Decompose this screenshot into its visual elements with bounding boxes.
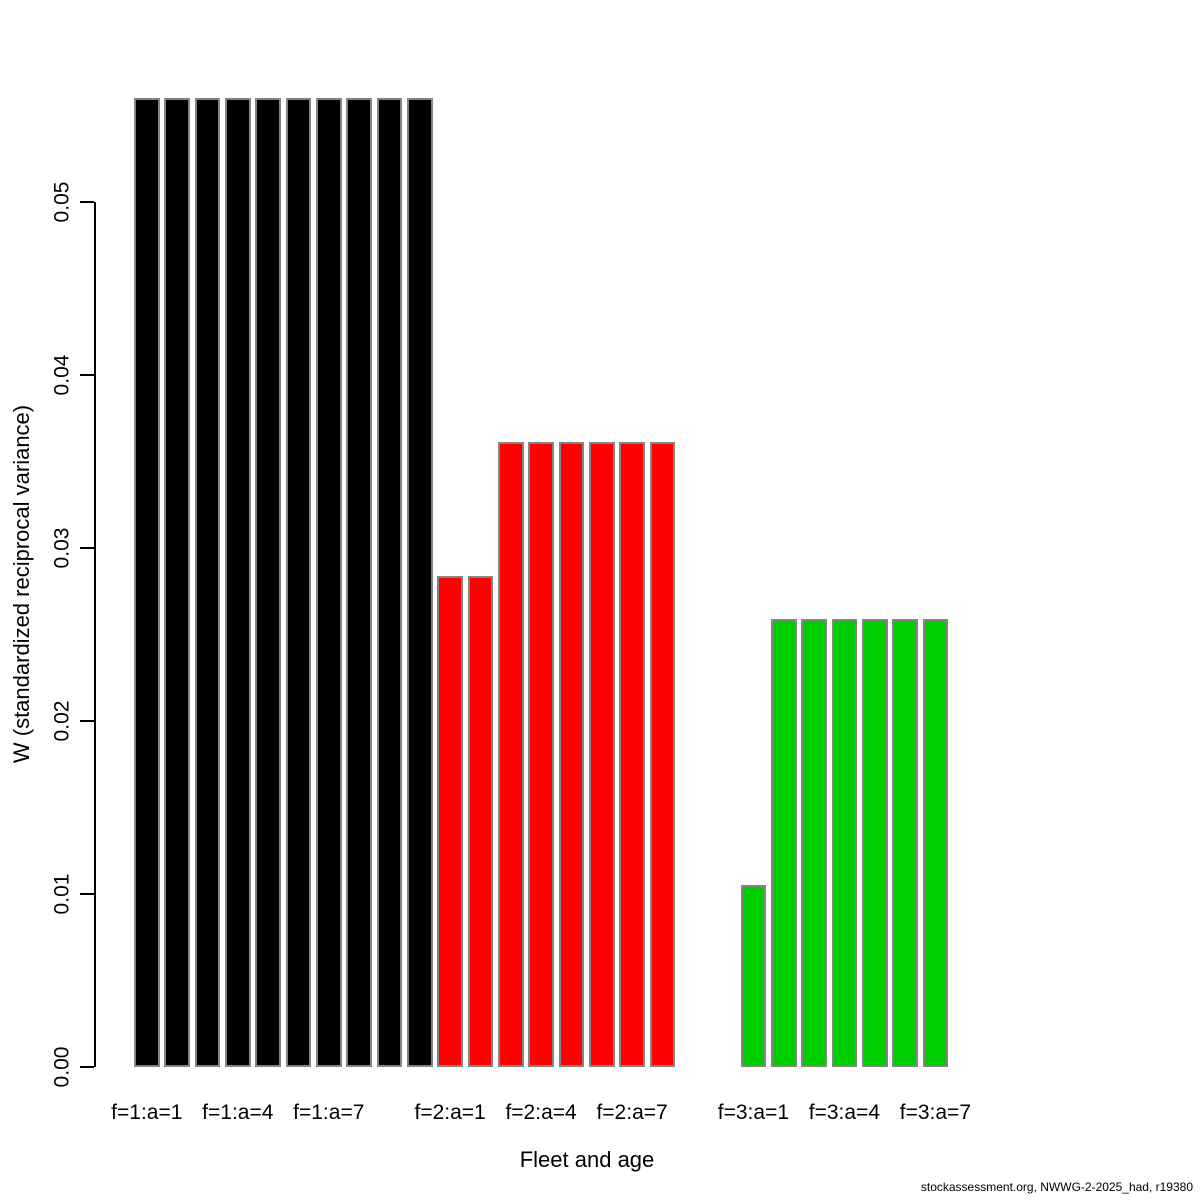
bar-fleet-1-age-6 [285,98,312,1067]
bar-fleet-1-age-1 [134,98,160,1067]
x-tick-label: f=2:a=1 [414,1101,486,1124]
bar-fleet-2-age-7 [619,442,645,1067]
bar-fleet-3-age-6 [892,618,918,1067]
bar-fleet-3-age-7 [922,618,949,1067]
y-tick-mark [80,1066,94,1068]
bar-fleet-3-age-2 [770,618,797,1067]
bar-fleet-2-age-6 [588,442,615,1067]
y-tick-label: 0.01 [49,873,73,915]
x-tick-label: f=3:a=4 [808,1101,880,1124]
bar-fleet-1-age-5 [255,98,281,1067]
bar-fleet-3-age-5 [861,618,888,1067]
x-tick-label: f=1:a=1 [111,1101,183,1124]
bar-fleet-1-age-7 [315,98,342,1067]
y-tick-mark [80,893,94,895]
bar-fleet-2-age-5 [558,442,585,1067]
bar-fleet-1-age-2 [164,98,190,1067]
bar-fleet-1-age-8 [346,98,372,1067]
x-tick-label: f=3:a=7 [899,1101,971,1124]
y-tick-label: 0.02 [49,700,73,742]
y-axis-title: W (standardized reciprocal variance) [9,404,35,764]
bar-fleet-2-age-8 [649,442,676,1067]
x-axis-title: Fleet and age [519,1147,655,1172]
bar-fleet-1-age-10 [406,98,433,1067]
y-tick-mark [80,720,94,722]
y-tick-mark [80,547,94,549]
bar-fleet-3-age-4 [831,618,858,1067]
bar-fleet-2-age-3 [497,442,524,1067]
bar-fleet-1-age-4 [224,98,251,1067]
footer-attribution: stockassessment.org, NWWG-2-2025_had, r1… [920,1180,1193,1194]
bar-fleet-1-age-9 [376,98,403,1067]
x-tick-label: f=1:a=7 [293,1101,365,1124]
bar-fleet-2-age-4 [528,442,554,1067]
y-tick-label: 0.00 [49,1046,73,1088]
y-tick-label: 0.05 [49,181,73,223]
bar-fleet-2-age-2 [467,575,494,1067]
y-tick-mark [80,201,94,203]
x-tick-label: f=2:a=4 [505,1101,577,1124]
x-tick-label: f=3:a=1 [717,1101,790,1124]
y-axis-line [94,202,96,1067]
bar-fleet-3-age-1 [740,885,767,1067]
x-tick-label: f=1:a=4 [202,1101,274,1124]
y-tick-mark [80,374,94,376]
bar-fleet-1-age-3 [194,98,221,1067]
y-tick-label: 0.04 [49,354,73,396]
y-tick-label: 0.03 [49,527,73,569]
bar-fleet-3-age-3 [801,618,827,1067]
x-tick-label: f=2:a=7 [596,1101,668,1124]
bar-fleet-2-age-1 [437,575,463,1067]
